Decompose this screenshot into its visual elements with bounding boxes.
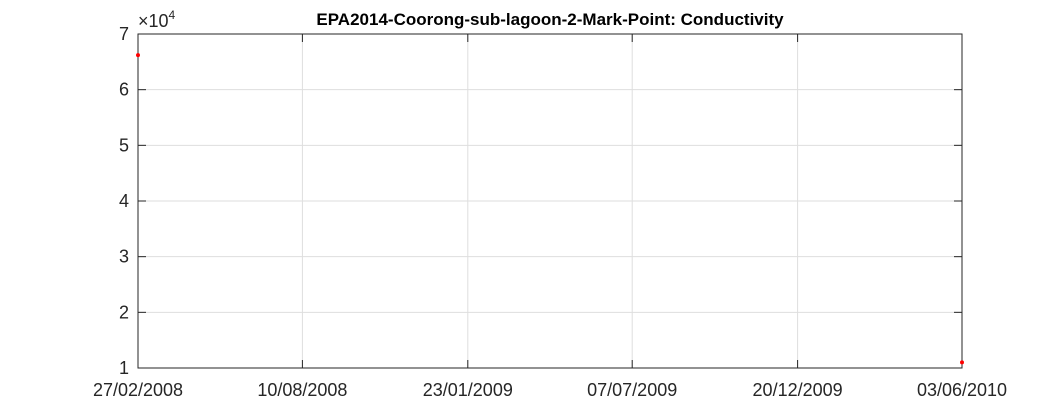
y-tick-label: 3 bbox=[119, 247, 129, 267]
y-tick-label: 7 bbox=[119, 24, 129, 44]
y-multiplier-exponent: 4 bbox=[169, 8, 176, 22]
y-tick-label: 5 bbox=[119, 135, 129, 155]
y-tick-label: 4 bbox=[119, 191, 129, 211]
data-point bbox=[136, 53, 140, 58]
x-tick-label: 07/07/2009 bbox=[587, 380, 677, 400]
x-tick-label: 27/02/2008 bbox=[93, 380, 183, 400]
y-tick-label: 2 bbox=[119, 302, 129, 322]
x-tick-labels: 27/02/2008 10/08/2008 23/01/2009 07/07/2009… bbox=[93, 380, 1007, 400]
y-multiplier-prefix: × bbox=[138, 11, 149, 31]
x-tick-label: 03/06/2010 bbox=[917, 380, 1007, 400]
y-axis-multiplier: ×104 bbox=[138, 8, 176, 31]
data-point bbox=[960, 360, 964, 365]
x-tick-label: 10/08/2008 bbox=[257, 380, 347, 400]
data-points bbox=[136, 53, 964, 365]
y-tick-labels: 1 2 3 4 5 6 7 bbox=[119, 24, 129, 378]
y-tick-label: 1 bbox=[119, 358, 129, 378]
x-tick-label: 20/12/2009 bbox=[753, 380, 843, 400]
y-tick-label: 6 bbox=[119, 80, 129, 100]
chart-title: EPA2014-Coorong-sub-lagoon-2-Mark-Point:… bbox=[316, 10, 784, 29]
tick-marks bbox=[137, 33, 963, 369]
y-multiplier-base: 10 bbox=[149, 11, 169, 31]
x-tick-label: 23/01/2009 bbox=[423, 380, 513, 400]
